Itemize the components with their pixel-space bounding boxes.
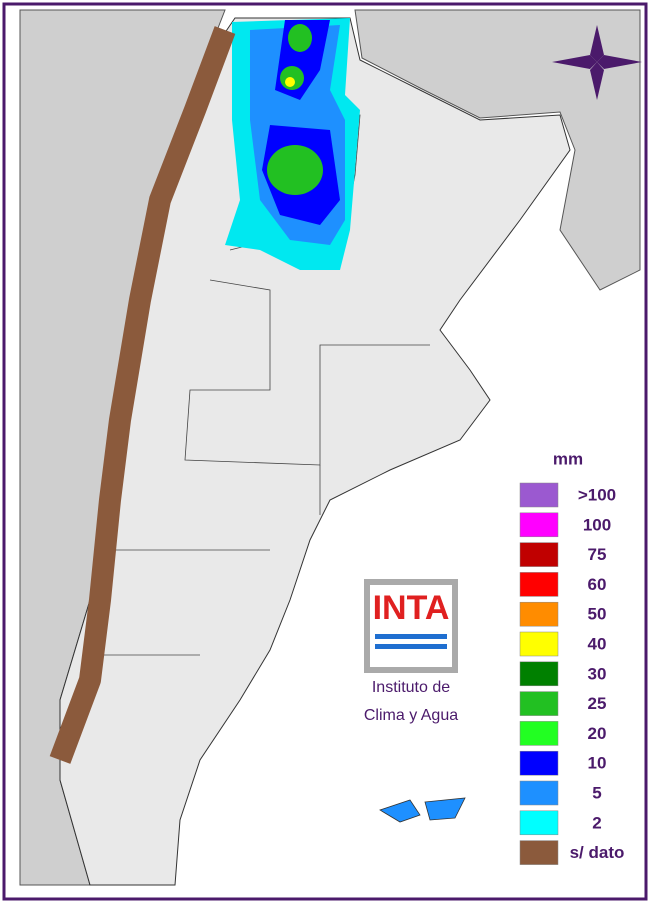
no-data-strip (49, 26, 236, 764)
legend-label: 75 (588, 545, 607, 564)
legend-swatch (519, 780, 559, 806)
legend: >100 100 75 60 50 40 30 25 20 10 5 2 s/ dato (519, 482, 625, 865)
islands (379, 797, 466, 823)
legend-label: 50 (588, 605, 607, 624)
legend-swatch (519, 810, 559, 836)
legend-label: 5 (592, 783, 601, 802)
legend-swatch (519, 721, 559, 746)
legend-label: 20 (588, 724, 607, 743)
legend-swatch (519, 750, 559, 776)
legend-unit: mm (553, 449, 583, 468)
logo-acronym: INTA (373, 589, 450, 627)
legend-label: 25 (588, 694, 607, 713)
legend-label: 10 (588, 754, 607, 773)
legend-swatch (519, 631, 559, 657)
logo-box (364, 579, 458, 673)
legend-label: 30 (588, 664, 607, 683)
logo-line1: Instituto de (372, 679, 450, 696)
legend-label: 100 (583, 515, 611, 534)
legend-swatch (519, 512, 559, 538)
compass (552, 25, 642, 100)
legend-label: s/ dato (570, 843, 625, 862)
precipitation (225, 18, 360, 270)
legend-swatch (519, 482, 559, 508)
logo-line (375, 634, 447, 639)
logo-line (375, 644, 447, 649)
legend-swatch (519, 661, 559, 687)
legend-label: >100 (578, 485, 616, 504)
legend-swatch (519, 691, 559, 716)
legend-swatch (519, 840, 559, 865)
logo-line2: Clima y Agua (364, 707, 458, 724)
legend-label: 2 (592, 813, 601, 832)
legend-label: 60 (588, 575, 607, 594)
neighbours-north (354, 9, 641, 291)
legend-swatch (519, 572, 559, 597)
legend-swatch (519, 542, 559, 567)
legend-label: 40 (588, 634, 607, 653)
legend-swatch (519, 601, 559, 627)
